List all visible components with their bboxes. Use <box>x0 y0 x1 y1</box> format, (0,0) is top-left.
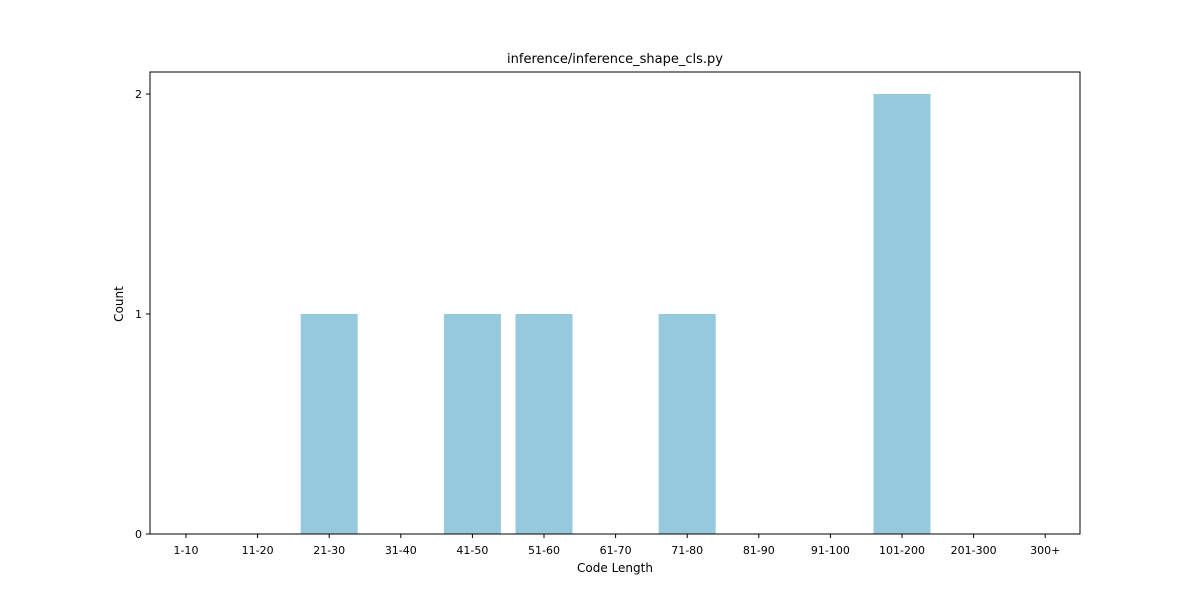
x-tick-label: 201-300 <box>951 544 997 557</box>
bar-21-30 <box>300 314 358 534</box>
x-tick-label: 21-30 <box>313 544 345 557</box>
x-tick-label: 31-40 <box>385 544 417 557</box>
x-tick-label: 71-80 <box>671 544 703 557</box>
x-tick-label: 300+ <box>1030 544 1060 557</box>
x-tick-label: 61-70 <box>600 544 632 557</box>
y-tick-label: 1 <box>135 308 142 321</box>
x-ticks-group: 1-10 11-20 21-30 31-40 41-50 51-60 61-70 71-80 8… <box>174 534 1060 557</box>
bars-group <box>300 94 931 534</box>
x-tick-label: 1-10 <box>174 544 199 557</box>
bar-101-200 <box>873 94 931 534</box>
x-tick-label: 81-90 <box>743 544 775 557</box>
x-tick-label: 91-100 <box>811 544 850 557</box>
x-tick-label: 51-60 <box>528 544 560 557</box>
bar-41-50 <box>443 314 501 534</box>
x-tick-label: 101-200 <box>879 544 925 557</box>
x-tick-label: 11-20 <box>242 544 274 557</box>
y-axis-label: Count <box>112 286 126 322</box>
y-tick-label: 2 <box>135 88 142 101</box>
y-tick-label: 0 <box>135 528 142 541</box>
x-axis-label: Code Length <box>577 561 653 575</box>
y-ticks-group: 0 1 2 <box>135 88 150 541</box>
chart-title: inference/inference_shape_cls.py <box>507 52 723 67</box>
plot-frame <box>149 71 1081 535</box>
bar-51-60 <box>515 314 573 534</box>
x-tick-label: 41-50 <box>456 544 488 557</box>
bar-71-80 <box>658 314 716 534</box>
